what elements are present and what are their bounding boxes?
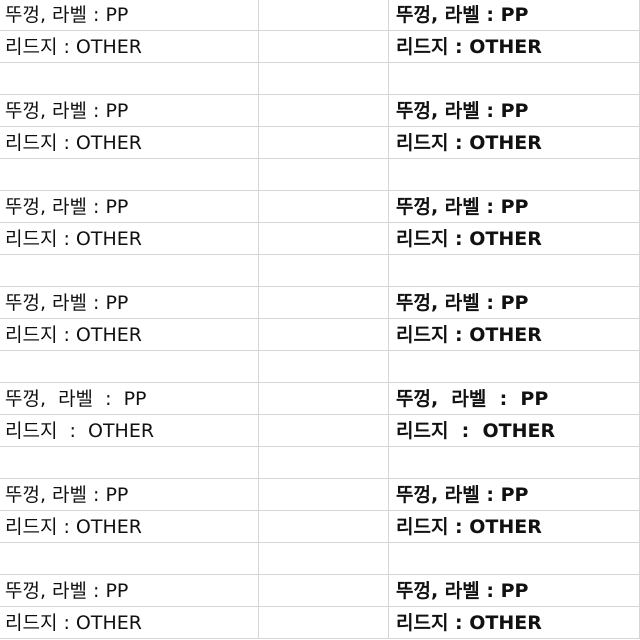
cell-empty[interactable] <box>389 159 640 191</box>
cell-left-text[interactable]: 뚜껑, 라벨 : PP <box>0 383 259 415</box>
cell-left-text[interactable]: 뚜껑, 라벨 : PP <box>0 287 259 319</box>
cell-empty[interactable] <box>0 159 259 191</box>
table-row: 뚜껑, 라벨 : PP 뚜껑, 라벨 : PP <box>0 479 640 511</box>
cell-empty[interactable] <box>0 255 259 287</box>
cell-empty[interactable] <box>0 351 259 383</box>
table-row: 리드지 : OTHER 리드지 : OTHER <box>0 319 640 351</box>
cell-left-text[interactable]: 뚜껑, 라벨 : PP <box>0 95 259 127</box>
cell-empty[interactable] <box>389 543 640 575</box>
cell-right-text-bold[interactable]: 리드지 : OTHER <box>389 607 640 639</box>
cell-empty[interactable] <box>259 191 389 223</box>
empty-row <box>0 543 640 575</box>
cell-right-text-bold[interactable]: 뚜껑, 라벨 : PP <box>389 0 640 31</box>
table-row: 리드지 : OTHER 리드지 : OTHER <box>0 511 640 543</box>
cell-right-text-bold[interactable]: 리드지 : OTHER <box>389 511 640 543</box>
table-row: 뚜껑, 라벨 : PP 뚜껑, 라벨 : PP <box>0 0 640 31</box>
cell-left-text[interactable]: 리드지 : OTHER <box>0 319 259 351</box>
cell-empty[interactable] <box>0 63 259 95</box>
cell-empty[interactable] <box>259 63 389 95</box>
cell-left-text[interactable]: 리드지 : OTHER <box>0 223 259 255</box>
cell-empty[interactable] <box>259 0 389 31</box>
table-row: 뚜껑, 라벨 : PP 뚜껑, 라벨 : PP <box>0 383 640 415</box>
empty-row <box>0 159 640 191</box>
empty-row <box>0 63 640 95</box>
empty-row <box>0 351 640 383</box>
cell-empty[interactable] <box>259 415 389 447</box>
cell-empty[interactable] <box>259 319 389 351</box>
cell-left-text[interactable]: 리드지 : OTHER <box>0 415 259 447</box>
cell-empty[interactable] <box>259 575 389 607</box>
cell-empty[interactable] <box>259 383 389 415</box>
cell-empty[interactable] <box>389 351 640 383</box>
cell-empty[interactable] <box>259 31 389 63</box>
cell-right-text-bold[interactable]: 뚜껑, 라벨 : PP <box>389 575 640 607</box>
cell-empty[interactable] <box>259 223 389 255</box>
cell-empty[interactable] <box>389 447 640 479</box>
cell-empty[interactable] <box>0 543 259 575</box>
empty-row <box>0 255 640 287</box>
cell-right-text-bold[interactable]: 리드지 : OTHER <box>389 31 640 63</box>
table-row: 리드지 : OTHER 리드지 : OTHER <box>0 31 640 63</box>
cell-left-text[interactable]: 리드지 : OTHER <box>0 511 259 543</box>
table-row: 리드지 : OTHER 리드지 : OTHER <box>0 223 640 255</box>
cell-left-text[interactable]: 리드지 : OTHER <box>0 127 259 159</box>
table-row: 뚜껑, 라벨 : PP 뚜껑, 라벨 : PP <box>0 575 640 607</box>
cell-right-text-bold[interactable]: 뚜껑, 라벨 : PP <box>389 479 640 511</box>
cell-empty[interactable] <box>259 447 389 479</box>
cell-right-text-bold[interactable]: 뚜껑, 라벨 : PP <box>389 95 640 127</box>
table-row: 뚜껑, 라벨 : PP 뚜껑, 라벨 : PP <box>0 287 640 319</box>
cell-right-text-bold[interactable]: 뚜껑, 라벨 : PP <box>389 383 640 415</box>
table-row: 리드지 : OTHER 리드지 : OTHER <box>0 127 640 159</box>
cell-empty[interactable] <box>259 95 389 127</box>
cell-empty[interactable] <box>259 543 389 575</box>
cell-empty[interactable] <box>259 511 389 543</box>
empty-row <box>0 447 640 479</box>
table-row: 뚜껑, 라벨 : PP 뚜껑, 라벨 : PP <box>0 95 640 127</box>
cell-empty[interactable] <box>259 287 389 319</box>
cell-empty[interactable] <box>389 255 640 287</box>
cell-right-text-bold[interactable]: 뚜껑, 라벨 : PP <box>389 287 640 319</box>
table-row: 리드지 : OTHER 리드지 : OTHER <box>0 415 640 447</box>
cell-empty[interactable] <box>259 479 389 511</box>
cell-left-text[interactable]: 뚜껑, 라벨 : PP <box>0 191 259 223</box>
cell-empty[interactable] <box>259 159 389 191</box>
table-row: 리드지 : OTHER 리드지 : OTHER <box>0 607 640 639</box>
cell-right-text-bold[interactable]: 리드지 : OTHER <box>389 223 640 255</box>
cell-right-text-bold[interactable]: 리드지 : OTHER <box>389 319 640 351</box>
cell-empty[interactable] <box>0 447 259 479</box>
cell-empty[interactable] <box>389 63 640 95</box>
cell-left-text[interactable]: 뚜껑, 라벨 : PP <box>0 575 259 607</box>
cell-empty[interactable] <box>259 351 389 383</box>
cell-empty[interactable] <box>259 607 389 639</box>
cell-left-text[interactable]: 리드지 : OTHER <box>0 31 259 63</box>
cell-right-text-bold[interactable]: 뚜껑, 라벨 : PP <box>389 191 640 223</box>
cell-right-text-bold[interactable]: 리드지 : OTHER <box>389 415 640 447</box>
cell-empty[interactable] <box>259 255 389 287</box>
cell-right-text-bold[interactable]: 리드지 : OTHER <box>389 127 640 159</box>
cell-left-text[interactable]: 뚜껑, 라벨 : PP <box>0 479 259 511</box>
table-row: 뚜껑, 라벨 : PP 뚜껑, 라벨 : PP <box>0 191 640 223</box>
cell-left-text[interactable]: 뚜껑, 라벨 : PP <box>0 0 259 31</box>
cell-empty[interactable] <box>259 127 389 159</box>
cell-left-text[interactable]: 리드지 : OTHER <box>0 607 259 639</box>
